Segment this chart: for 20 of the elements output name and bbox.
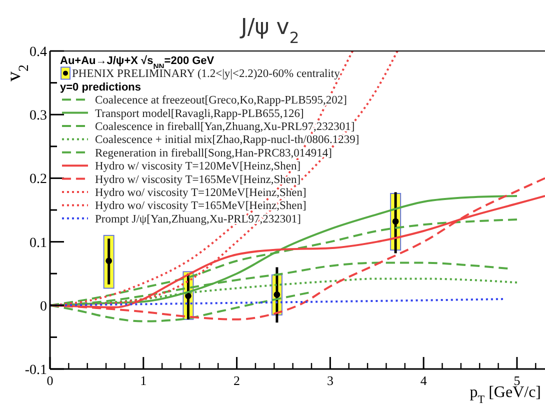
y-tick-label: 0.2 bbox=[30, 172, 47, 188]
x-tick-label: 3 bbox=[326, 373, 334, 388]
legend-label: Transport model[Ravagli,Rapp-PLB655,126] bbox=[95, 108, 304, 120]
y-tick-label: 0.3 bbox=[30, 108, 47, 124]
legend-label: Prompt J/ψ[Yan,Zhuang,Xu-PRL97,232301] bbox=[95, 213, 302, 226]
x-tick-label: 1 bbox=[140, 373, 147, 388]
legend-label: Hydro w/ viscosity T=120MeV[Heinz,Shen] bbox=[95, 160, 301, 173]
y-tick-label: 0.1 bbox=[30, 236, 47, 251]
chart-title: J/ψ v$_{2}$ bbox=[238, 15, 300, 47]
legend-label: Coalescence in fireball[Yan,Zhuang,Xu-PRL97,232301] bbox=[95, 121, 355, 133]
y-tick-label: -0.1 bbox=[24, 363, 47, 378]
legend-label: Regeneration in fireball[Song,Han-PRC83,014914] bbox=[95, 147, 332, 160]
legend-label: Hydro w/ viscosity T=165MeV[Heinz,Shen] bbox=[95, 174, 301, 186]
annotation: y=0 predictions bbox=[60, 81, 142, 94]
legend-label: Coalecence at freezeout[Greco,Ko,Rapp-PLB595,202] bbox=[95, 94, 347, 107]
y-tick-label: 0 bbox=[40, 299, 47, 314]
x-tick-label: 4 bbox=[420, 373, 428, 388]
y-tick-label: 0.4 bbox=[30, 45, 47, 60]
x-tick-label: 2 bbox=[234, 373, 240, 388]
legend-label: PHENIX PRELIMINARY (1.2<|y|<2.2)20-60% centrality bbox=[72, 68, 340, 80]
